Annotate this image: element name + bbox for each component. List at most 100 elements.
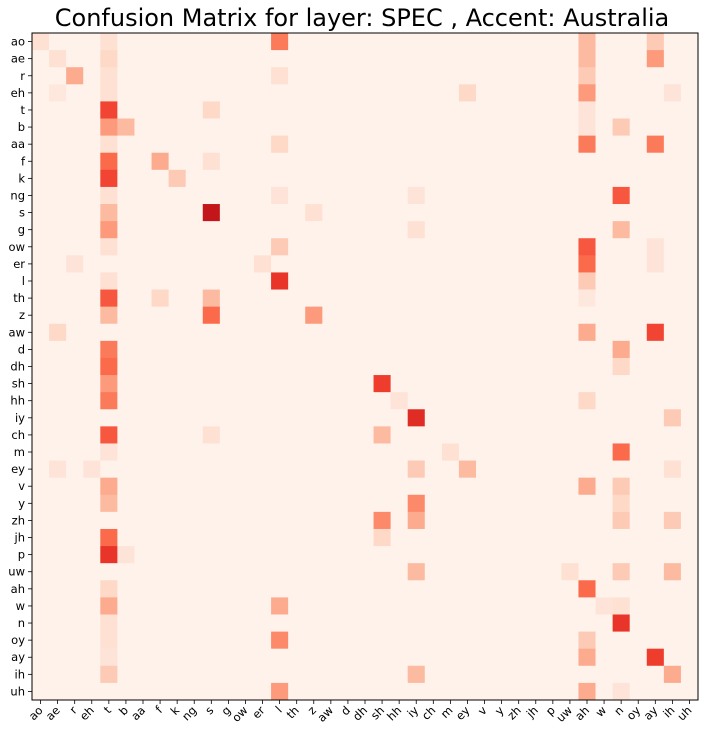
- heatmap-cell-ay-aa: [134, 648, 152, 667]
- heatmap-cell-jh-r: [66, 528, 84, 547]
- heatmap-cell-b-uh: [680, 118, 699, 137]
- heatmap-cell-ae-w: [595, 50, 614, 68]
- heatmap-cell-f-p: [544, 152, 562, 171]
- heatmap-cell-f-jh: [527, 152, 545, 171]
- heatmap-cell-ah-w: [595, 580, 614, 598]
- heatmap-cell-r-ch: [424, 67, 443, 85]
- heatmap-cell-ah-th: [288, 580, 306, 598]
- heatmap-cell-iy-hh: [390, 409, 409, 427]
- heatmap-cell-r-aw: [322, 67, 340, 85]
- heatmap-cell-m-r: [66, 443, 84, 461]
- heatmap-cell-oy-oy: [629, 631, 648, 650]
- heatmap-cell-t-iy: [407, 101, 426, 119]
- heatmap-cell-n-eh: [83, 614, 101, 632]
- heatmap-cell-oy-ih: [663, 631, 682, 650]
- heatmap-cell-ey-iy: [407, 460, 426, 479]
- heatmap-cell-v-uh: [680, 477, 699, 496]
- heatmap-cell-t-oy: [629, 101, 648, 119]
- heatmap-cell-aw-f: [151, 323, 170, 342]
- heatmap-cell-w-ch: [424, 597, 443, 615]
- heatmap-cell-eh-uw: [561, 84, 579, 102]
- heatmap-cell-m-zh: [510, 443, 528, 461]
- heatmap-cell-r-er: [254, 67, 272, 85]
- heatmap-cell-ng-m: [441, 186, 460, 205]
- heatmap-cell-p-w: [595, 546, 614, 564]
- heatmap-cell-ao-t: [100, 33, 118, 51]
- heatmap-cell-th-ch: [424, 289, 443, 308]
- heatmap-cell-zh-er: [254, 511, 272, 530]
- heatmap-cell-r-ah: [578, 67, 596, 85]
- heatmap-cell-l-ae: [49, 272, 67, 290]
- heatmap-cell-n-v: [476, 614, 494, 632]
- heatmap-cell-ch-aa: [134, 426, 152, 444]
- heatmap-cell-g-th: [288, 221, 306, 239]
- heatmap-cell-iy-uw: [561, 409, 579, 427]
- heatmap-cell-z-l: [271, 306, 289, 325]
- heatmap-cell-dh-k: [168, 357, 187, 376]
- heatmap-cell-hh-jh: [527, 392, 545, 410]
- heatmap-cell-ey-ae: [49, 460, 67, 479]
- heatmap-cell-aw-w: [595, 323, 614, 342]
- heatmap-cell-ay-aw: [322, 648, 340, 667]
- heatmap-cell-iy-ao: [32, 409, 50, 427]
- heatmap-cell-dh-d: [339, 357, 357, 376]
- heatmap-cell-th-w: [595, 289, 614, 308]
- heatmap-cell-k-ch: [424, 169, 443, 188]
- heatmap-cell-z-er: [254, 306, 272, 325]
- heatmap-cell-ow-ng: [185, 238, 204, 256]
- heatmap-cell-t-zh: [510, 101, 528, 119]
- heatmap-cell-er-zh: [510, 255, 528, 273]
- heatmap-cell-ng-eh: [83, 186, 101, 205]
- heatmap-cell-d-oy: [629, 340, 648, 359]
- heatmap-cell-s-ih: [663, 204, 682, 222]
- heatmap-cell-ao-r: [66, 33, 84, 51]
- heatmap-cell-ch-uw: [561, 426, 579, 444]
- heatmap-cell-eh-ah: [578, 84, 596, 102]
- heatmap-cell-l-aa: [134, 272, 152, 290]
- heatmap-cell-th-ah: [578, 289, 596, 308]
- y-tick-label: f: [21, 154, 26, 168]
- heatmap-cell-th-z: [305, 289, 323, 308]
- heatmap-cell-r-ao: [32, 67, 50, 85]
- heatmap-cell-ch-ch: [424, 426, 443, 444]
- heatmap-cell-w-jh: [527, 597, 545, 615]
- heatmap-cell-p-b: [117, 546, 135, 564]
- heatmap-cell-n-hh: [390, 614, 409, 632]
- heatmap-cell-uh-b: [117, 682, 135, 701]
- heatmap-cell-f-k: [168, 152, 187, 171]
- heatmap-cell-ng-iy: [407, 186, 426, 205]
- heatmap-cell-ao-oy: [629, 33, 648, 51]
- heatmap-cell-zh-g: [219, 511, 238, 530]
- x-tick-label: s: [202, 703, 216, 717]
- heatmap-cell-p-y: [493, 546, 511, 564]
- heatmap-cell-ng-aw: [322, 186, 340, 205]
- heatmap-cell-d-b: [117, 340, 135, 359]
- heatmap-cell-z-n: [612, 306, 631, 325]
- heatmap-cell-ch-ao: [32, 426, 50, 444]
- heatmap-cell-er-hh: [390, 255, 409, 273]
- heatmap-cell-t-v: [476, 101, 494, 119]
- heatmap-cell-s-m: [441, 204, 460, 222]
- heatmap-cell-sh-dh: [356, 375, 374, 393]
- heatmap-cell-b-ae: [49, 118, 67, 137]
- heatmap-cell-z-m: [441, 306, 460, 325]
- heatmap-cell-ow-ow: [236, 238, 255, 256]
- heatmap-cell-b-aw: [322, 118, 340, 137]
- heatmap-cell-ah-uw: [561, 580, 579, 598]
- heatmap-cell-ae-k: [168, 50, 187, 68]
- heatmap-cell-n-d: [339, 614, 357, 632]
- heatmap-cell-p-eh: [83, 546, 101, 564]
- heatmap-cell-ay-r: [66, 648, 84, 667]
- heatmap-cell-ae-r: [66, 50, 84, 68]
- heatmap-cell-z-r: [66, 306, 84, 325]
- heatmap-cell-l-hh: [390, 272, 409, 290]
- heatmap-cell-v-ae: [49, 477, 67, 496]
- heatmap-cell-t-dh: [356, 101, 374, 119]
- heatmap-cell-dh-t: [100, 357, 118, 376]
- heatmap-cell-aw-l: [271, 323, 289, 342]
- heatmap-cell-n-uw: [561, 614, 579, 632]
- heatmap-cell-uw-t: [100, 563, 118, 581]
- heatmap-cell-ay-uw: [561, 648, 579, 667]
- heatmap-cell-ey-f: [151, 460, 170, 479]
- x-tick-label: d: [338, 703, 353, 718]
